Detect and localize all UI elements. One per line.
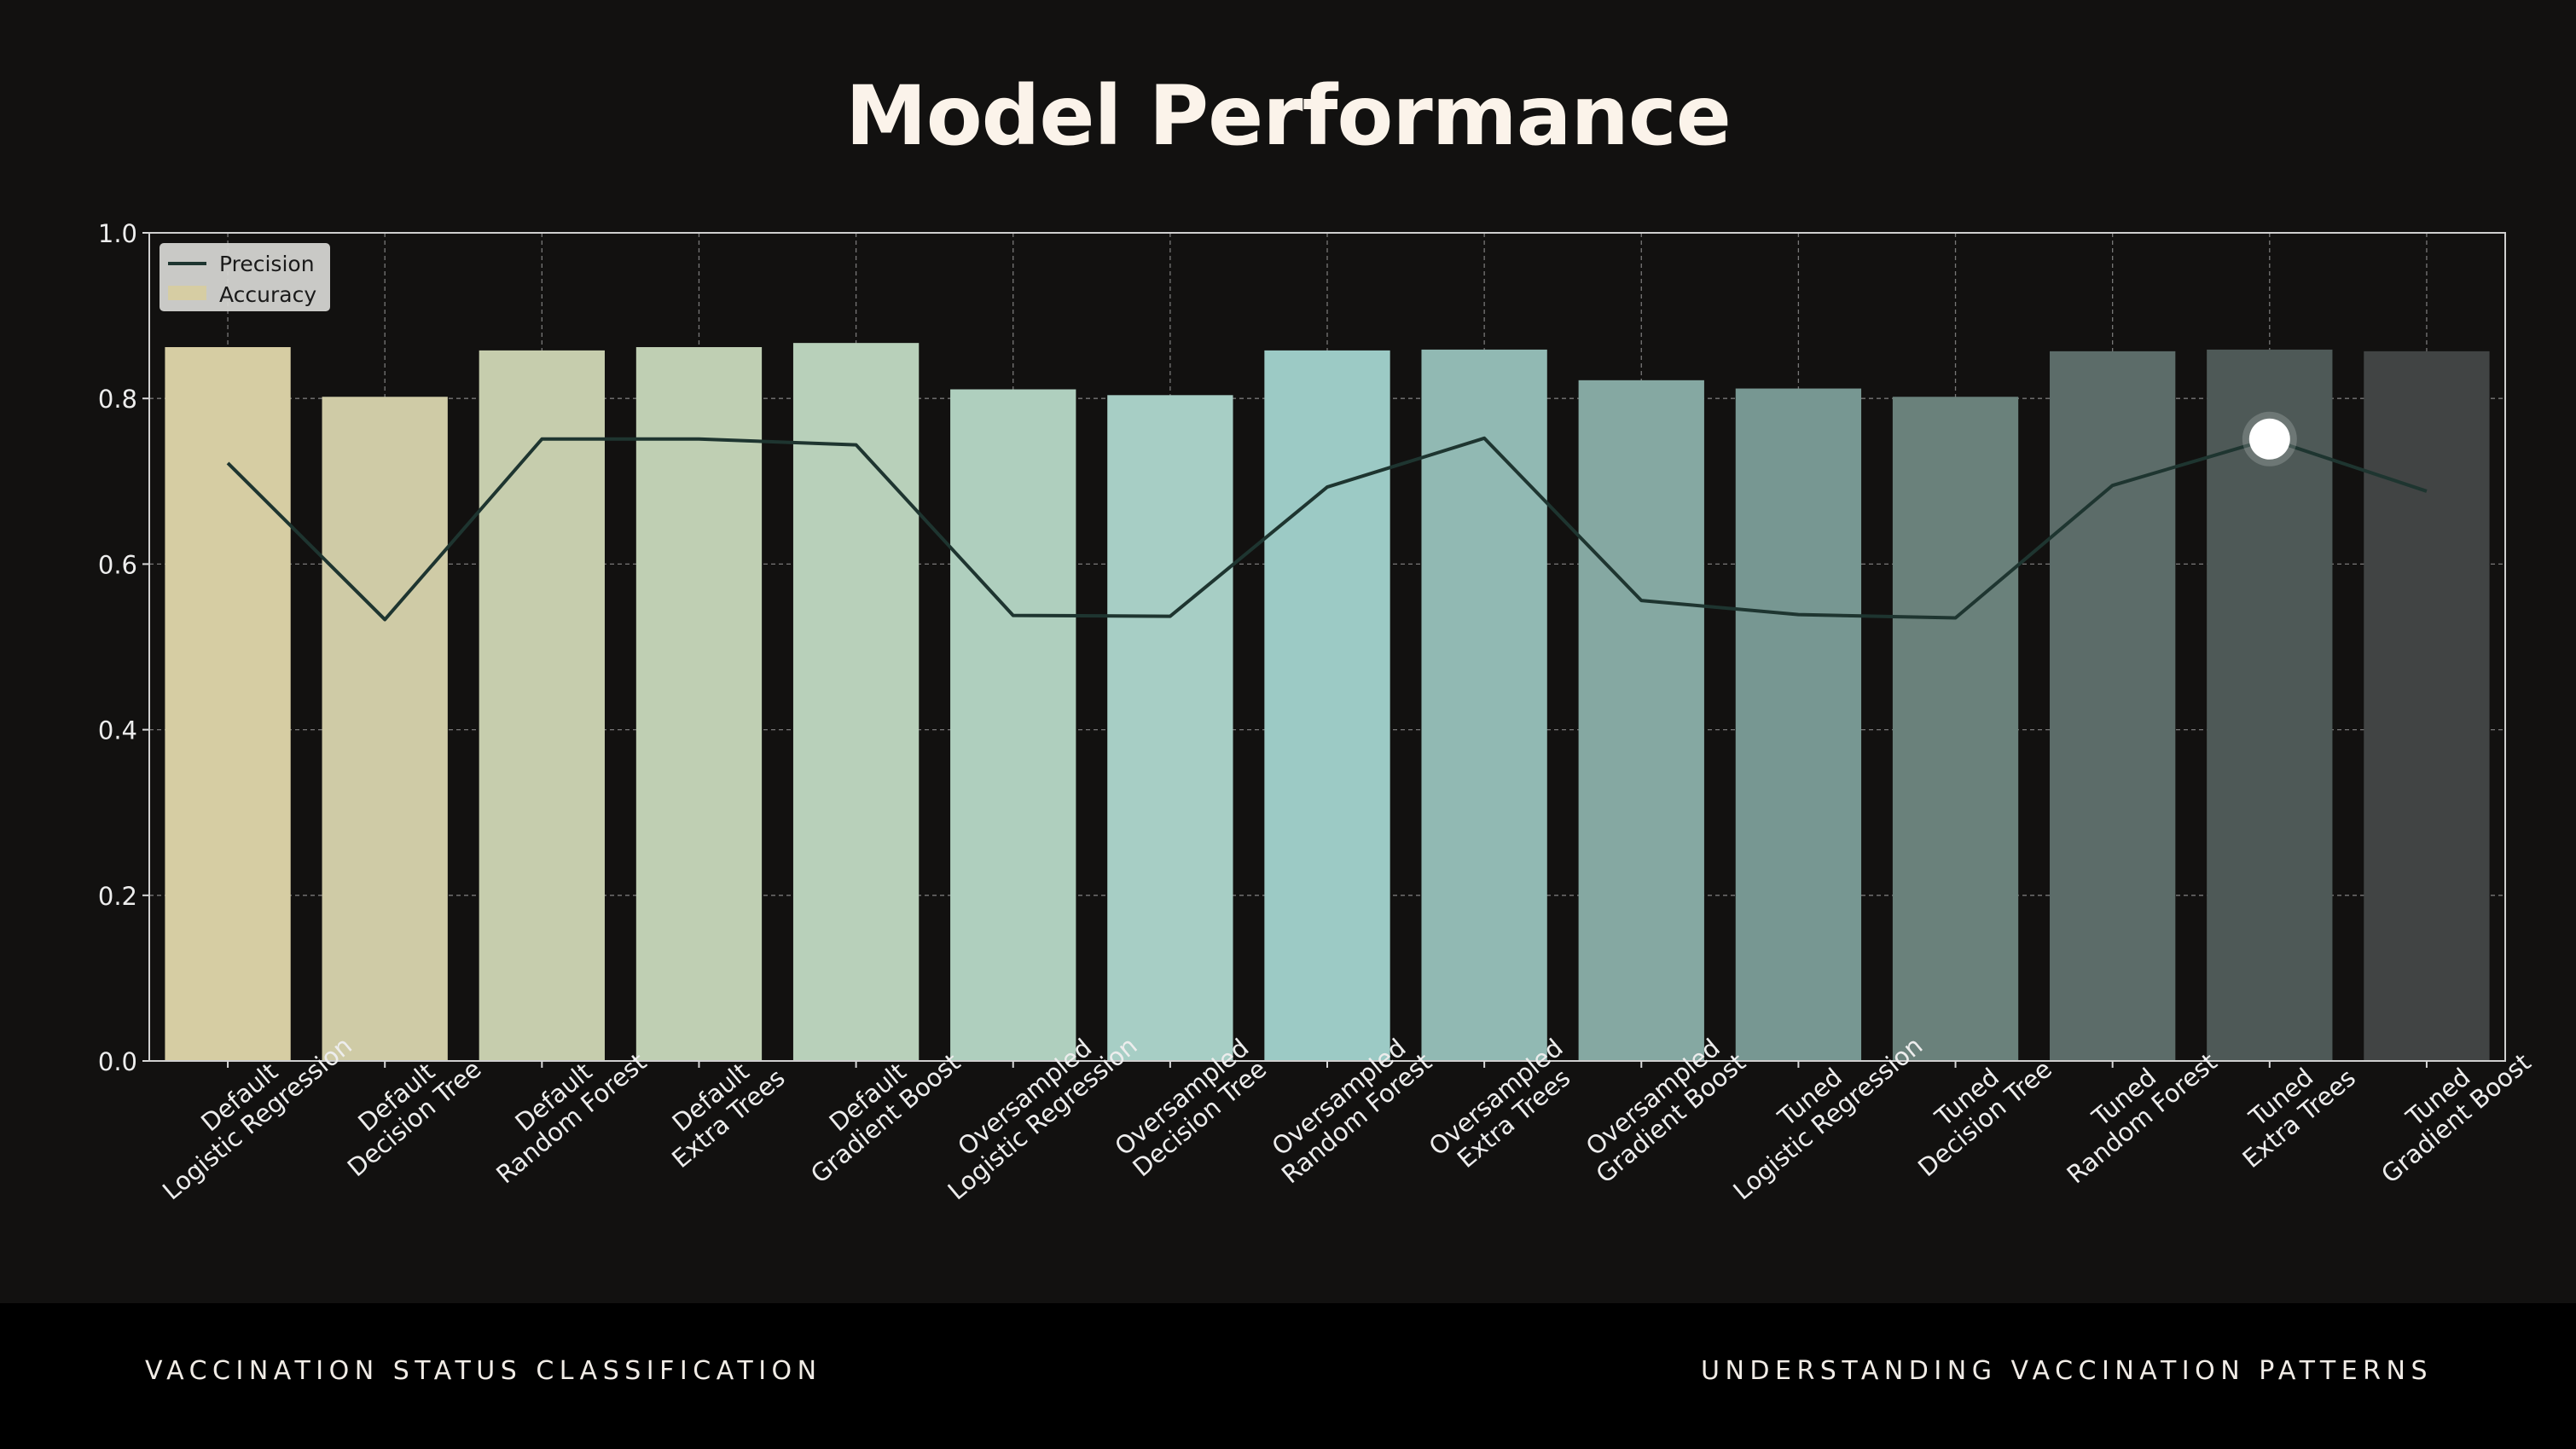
legend-accuracy-label: Accuracy <box>219 282 316 307</box>
accuracy-bar <box>1107 395 1233 1061</box>
y-tick-label: 0.8 <box>98 385 137 414</box>
footer-right-text: UNDERSTANDING VACCINATION PATTERNS <box>1701 1356 2433 1386</box>
footer-bar: VACCINATION STATUS CLASSIFICATION UNDERS… <box>0 1303 2576 1449</box>
accuracy-bar <box>2050 351 2176 1061</box>
accuracy-bar <box>1735 388 1862 1062</box>
precision-series-line <box>226 436 2428 622</box>
accuracy-bar <box>165 346 291 1061</box>
accuracy-bar <box>2364 351 2490 1061</box>
accuracy-bar <box>1578 380 1704 1061</box>
slide-title: Model Performance <box>845 68 1732 164</box>
y-tick-label: 0.4 <box>98 716 137 745</box>
accuracy-bar <box>1421 349 1547 1061</box>
y-tick-label: 0.6 <box>98 550 137 579</box>
accuracy-bar <box>635 346 763 1061</box>
accuracy-bar <box>479 350 605 1062</box>
accuracy-bar <box>950 389 1076 1061</box>
accuracy-bar <box>2207 349 2333 1061</box>
precision-line <box>226 411 2428 622</box>
legend: Precision Accuracy <box>160 243 330 311</box>
accuracy-bar <box>1892 397 2019 1061</box>
highlight-marker <box>2248 418 2290 460</box>
y-tick-label: 0.2 <box>98 882 137 911</box>
y-tick-label: 0.0 <box>98 1047 137 1076</box>
accuracy-bar <box>322 397 448 1061</box>
legend-accuracy-swatch <box>168 286 206 300</box>
legend-precision-label: Precision <box>219 252 315 276</box>
accuracy-bar <box>1264 350 1390 1062</box>
accuracy-bars <box>165 343 2490 1062</box>
footer-left-text: VACCINATION STATUS CLASSIFICATION <box>145 1356 822 1386</box>
accuracy-bar <box>792 343 920 1061</box>
y-tick-label: 1.0 <box>98 219 137 248</box>
